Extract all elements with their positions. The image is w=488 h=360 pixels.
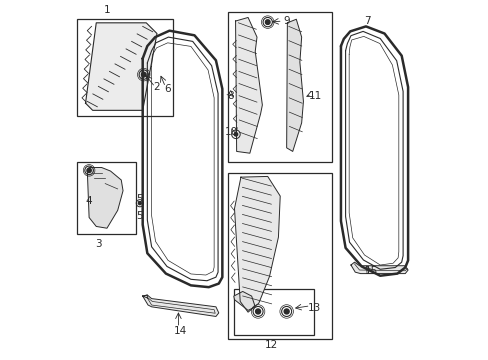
Text: 6: 6 xyxy=(164,84,171,94)
Text: 11: 11 xyxy=(308,91,321,101)
Text: 14: 14 xyxy=(173,326,186,336)
Text: 5: 5 xyxy=(136,211,142,221)
Bar xyxy=(77,162,135,234)
Circle shape xyxy=(265,20,269,24)
Polygon shape xyxy=(142,295,218,316)
Circle shape xyxy=(234,132,237,136)
Polygon shape xyxy=(235,18,262,153)
Polygon shape xyxy=(350,262,407,274)
Text: 9: 9 xyxy=(283,16,289,26)
Text: 8: 8 xyxy=(227,91,234,101)
Text: 10: 10 xyxy=(224,127,237,137)
Text: 3: 3 xyxy=(95,239,101,249)
Bar xyxy=(228,173,331,339)
Bar xyxy=(233,289,313,336)
Text: 12: 12 xyxy=(264,340,277,350)
Polygon shape xyxy=(87,167,123,228)
Bar xyxy=(228,12,331,162)
Polygon shape xyxy=(286,19,303,152)
Text: 4: 4 xyxy=(85,197,92,206)
Circle shape xyxy=(284,309,288,314)
Polygon shape xyxy=(233,292,255,310)
Polygon shape xyxy=(234,176,280,312)
Circle shape xyxy=(141,72,146,77)
Text: 5: 5 xyxy=(136,194,143,203)
Circle shape xyxy=(138,202,141,204)
Text: 15: 15 xyxy=(364,266,377,276)
Bar xyxy=(77,19,173,116)
Text: 2: 2 xyxy=(153,82,160,92)
Circle shape xyxy=(87,168,91,172)
Polygon shape xyxy=(85,23,157,111)
Text: 7: 7 xyxy=(364,16,370,26)
Text: 1: 1 xyxy=(103,5,110,15)
Text: 13: 13 xyxy=(307,303,320,313)
Circle shape xyxy=(255,309,260,314)
